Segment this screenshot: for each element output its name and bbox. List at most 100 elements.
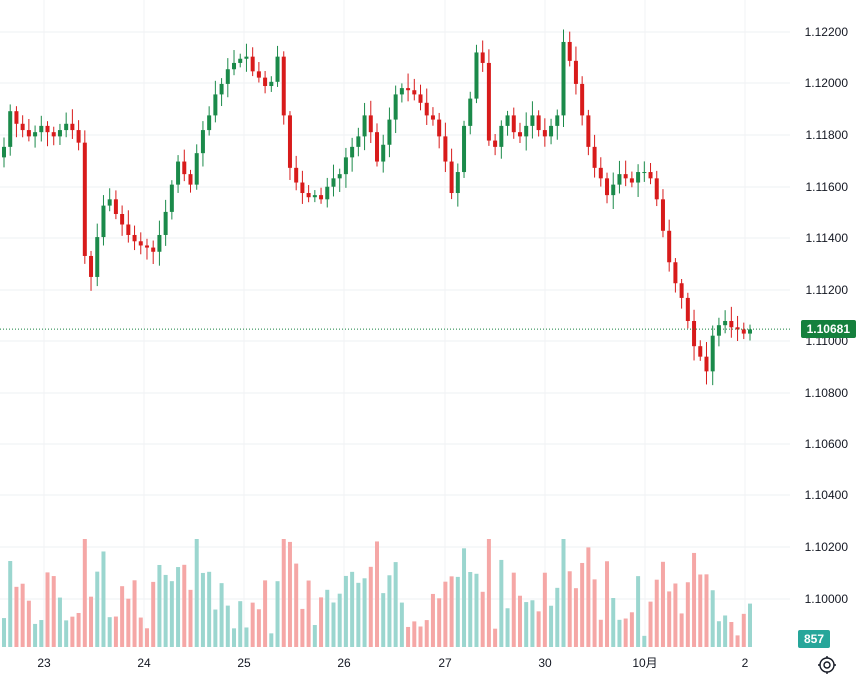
grid	[0, 0, 790, 647]
candle-body	[207, 115, 212, 131]
y-tick-label: 1.10800	[805, 386, 849, 400]
volume-bar	[381, 593, 386, 647]
candle-body	[350, 146, 355, 158]
candle-body	[306, 193, 311, 198]
volume-bar	[511, 572, 516, 647]
volume-bar	[269, 633, 274, 647]
volume-bar	[679, 613, 684, 647]
candle-body	[605, 178, 610, 196]
candle-body	[8, 111, 13, 147]
y-tick-label: 1.10000	[805, 592, 849, 606]
volume-bar	[480, 591, 485, 647]
volume-bar	[319, 597, 324, 647]
volume-bar	[555, 587, 560, 647]
candle-body	[95, 237, 100, 277]
volume-bar	[250, 602, 255, 647]
volume-bar	[735, 635, 740, 647]
volume-bar	[443, 581, 448, 647]
volume-bar	[536, 611, 541, 647]
chart-settings-button[interactable]	[816, 654, 838, 676]
candle-body	[325, 186, 330, 200]
candle-body	[20, 123, 25, 131]
volume-bar	[418, 626, 423, 647]
volume-bar	[39, 620, 44, 647]
volume-bar	[26, 600, 31, 647]
volume-bar	[580, 562, 585, 647]
candle-body	[163, 211, 168, 235]
candle-body	[213, 94, 218, 116]
candle-body	[685, 297, 690, 321]
candle-body	[679, 283, 684, 298]
candle-body	[660, 199, 665, 231]
candle-body	[698, 346, 703, 357]
volume-bar	[82, 539, 87, 647]
volume-bar	[748, 603, 752, 647]
volume-bar	[698, 574, 703, 647]
candle-body	[287, 115, 292, 168]
candle-body	[64, 123, 69, 131]
candle-body	[82, 142, 87, 256]
volume-bar	[294, 563, 299, 647]
candle-body	[120, 214, 125, 225]
x-tick-label: 10月	[632, 656, 657, 670]
volume-bar	[312, 625, 317, 647]
volume-bar	[325, 589, 330, 647]
candle-body	[368, 115, 373, 133]
x-tick-label: 27	[438, 656, 452, 670]
volume-bar	[275, 581, 280, 647]
candle-body	[530, 115, 535, 126]
volume-bar	[300, 608, 305, 647]
candle-body	[468, 98, 473, 126]
y-tick-label: 1.11200	[806, 283, 849, 297]
candle-body	[642, 172, 647, 174]
volume-bar	[605, 561, 610, 647]
candle-body	[294, 167, 299, 183]
volume-bar	[306, 580, 311, 647]
volume-bar	[238, 601, 243, 647]
volume-bar	[225, 605, 230, 647]
y-tick-label: 1.12000	[805, 76, 849, 90]
candle-body	[362, 115, 367, 137]
y-tick-label: 1.11400	[806, 231, 849, 245]
candle-body	[132, 234, 137, 242]
volume-bar	[729, 621, 734, 647]
volume-bar	[449, 576, 454, 647]
candle-body	[107, 199, 112, 206]
candle-body	[480, 52, 485, 63]
volume-bar	[95, 571, 100, 647]
candle-body	[393, 94, 398, 120]
volume-bar	[70, 616, 75, 647]
volume-bar	[244, 627, 249, 647]
candle-body	[486, 62, 491, 141]
candle-body	[33, 132, 38, 137]
candle-body	[256, 71, 261, 78]
candle-body	[598, 167, 603, 179]
candle-body	[499, 125, 504, 147]
candle-body	[275, 56, 280, 82]
candle-body	[375, 132, 379, 162]
candle-body	[238, 58, 243, 63]
candle-body	[399, 88, 404, 95]
candle-body	[169, 184, 174, 212]
candle-body	[493, 140, 498, 147]
candle-body	[542, 130, 547, 137]
volume-bar	[89, 596, 94, 647]
volume-bar	[331, 602, 336, 647]
current-price-badge: 1.10681	[800, 320, 856, 339]
candle-body	[343, 157, 348, 175]
candle-body	[101, 205, 106, 238]
volume-bar	[549, 605, 554, 647]
candle-body	[225, 69, 230, 84]
volume-bar	[343, 575, 348, 647]
candle-body	[89, 255, 94, 277]
candle-body	[735, 327, 740, 330]
candle-body	[176, 161, 181, 185]
candle-body	[331, 178, 336, 187]
candle-body	[200, 130, 205, 154]
volume-bar	[176, 567, 181, 647]
volume-bar	[213, 609, 218, 647]
volume-bar	[337, 593, 342, 647]
candle-body	[157, 234, 162, 252]
